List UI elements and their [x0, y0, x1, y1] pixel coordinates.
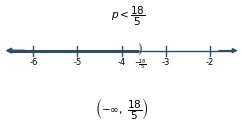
- Text: $p < \dfrac{18}{5}$: $p < \dfrac{18}{5}$: [111, 5, 145, 28]
- Text: ): ): [137, 44, 142, 57]
- Text: $\left(-\infty,\ \dfrac{18}{5}\right)$: $\left(-\infty,\ \dfrac{18}{5}\right)$: [95, 96, 148, 121]
- Text: -3: -3: [161, 58, 170, 67]
- Text: -2: -2: [206, 58, 214, 67]
- Text: $-\!\frac{18}{5}$: $-\!\frac{18}{5}$: [134, 58, 147, 72]
- Text: -5: -5: [73, 58, 81, 67]
- Text: -4: -4: [117, 58, 126, 67]
- Text: -6: -6: [29, 58, 37, 67]
